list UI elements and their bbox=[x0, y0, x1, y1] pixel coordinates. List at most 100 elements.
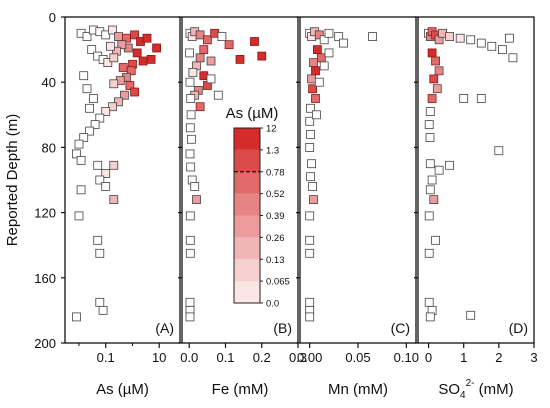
data-point bbox=[76, 185, 86, 195]
data-point bbox=[455, 33, 465, 43]
x-title-sub: 4 bbox=[460, 390, 466, 401]
data-point bbox=[431, 56, 441, 66]
data-point bbox=[114, 32, 123, 41]
data-point bbox=[103, 58, 113, 67]
data-point bbox=[427, 94, 437, 103]
data-point bbox=[311, 66, 320, 76]
colorbar-label: 0.39 bbox=[266, 211, 285, 222]
data-point bbox=[466, 310, 476, 320]
data-point bbox=[185, 248, 195, 258]
data-point bbox=[217, 32, 227, 41]
data-point bbox=[114, 97, 123, 107]
data-point bbox=[118, 63, 128, 72]
data-point bbox=[185, 235, 195, 245]
data-point bbox=[508, 53, 518, 63]
panel-letter: (C) bbox=[391, 320, 410, 336]
data-point bbox=[130, 30, 140, 40]
colorbar-segment bbox=[234, 215, 260, 238]
data-point bbox=[504, 33, 514, 43]
data-point bbox=[424, 120, 434, 129]
colorbar-title: As (µM) bbox=[226, 105, 279, 122]
data-point bbox=[95, 297, 105, 307]
y-tick-label: 200 bbox=[34, 336, 56, 351]
data-point bbox=[185, 48, 195, 58]
colorbar: As (µM) 0.0 0.065 0.13 0.26 0.39 0.52 0.78 1.3 12 bbox=[226, 105, 290, 310]
x-tick-label: 3 bbox=[530, 350, 537, 365]
y-axis: 0 40 80 120 160 200 bbox=[34, 10, 56, 351]
data-point bbox=[334, 32, 344, 41]
data-point bbox=[308, 182, 318, 191]
colorbar-segment bbox=[234, 237, 260, 260]
data-point bbox=[185, 312, 195, 322]
data-point bbox=[185, 123, 195, 133]
data-point bbox=[307, 74, 317, 84]
y-tick-label: 120 bbox=[34, 206, 56, 221]
data-point bbox=[497, 45, 507, 54]
x-tick-label: 0.10 bbox=[394, 350, 419, 365]
data-point bbox=[305, 211, 315, 221]
colorbar-label: 0.52 bbox=[266, 189, 285, 200]
x-tick-label: 0 bbox=[425, 350, 432, 365]
data-point bbox=[368, 32, 377, 41]
data-point bbox=[306, 172, 316, 182]
x-title-main: SO bbox=[438, 381, 460, 398]
data-point bbox=[126, 66, 136, 76]
data-point bbox=[93, 235, 103, 245]
data-point bbox=[324, 28, 334, 38]
data-point bbox=[210, 28, 220, 38]
data-point bbox=[424, 248, 434, 258]
data-point bbox=[306, 103, 316, 113]
data-point bbox=[305, 248, 315, 258]
colorbar-label: 1.3 bbox=[266, 145, 279, 156]
data-point bbox=[79, 133, 89, 143]
colorbar-segment bbox=[234, 259, 260, 282]
data-point bbox=[224, 40, 234, 50]
data-point bbox=[311, 94, 320, 103]
data-point bbox=[319, 61, 329, 71]
data-point bbox=[186, 110, 196, 120]
data-point bbox=[306, 129, 316, 139]
data-point bbox=[309, 58, 318, 67]
data-point bbox=[427, 48, 437, 58]
data-point bbox=[431, 235, 441, 245]
data-point bbox=[95, 248, 105, 258]
y-tick-label: 0 bbox=[49, 10, 56, 25]
data-point bbox=[445, 160, 455, 170]
panel-letter: (B) bbox=[273, 320, 292, 336]
colorbar-label: 0.78 bbox=[266, 167, 285, 178]
data-point bbox=[312, 45, 322, 54]
y-tick-label: 160 bbox=[34, 271, 56, 286]
x-axis-title: Fe (mM) bbox=[212, 381, 269, 398]
data-point bbox=[85, 103, 94, 113]
data-point bbox=[192, 195, 201, 205]
data-point bbox=[429, 195, 439, 205]
x-tick-label: 0.2 bbox=[253, 350, 271, 365]
colorbar-label: 0.13 bbox=[266, 255, 285, 266]
data-point bbox=[425, 133, 435, 143]
data-point bbox=[476, 94, 486, 103]
data-point bbox=[188, 68, 198, 77]
data-point bbox=[432, 84, 442, 94]
x-axis-title: SO42- (mM) bbox=[438, 378, 513, 401]
x-tick-label: 0.1 bbox=[97, 350, 115, 365]
x-tick-label: 0.0 bbox=[180, 350, 198, 365]
data-point bbox=[434, 165, 444, 175]
data-point bbox=[305, 312, 315, 322]
data-point bbox=[101, 107, 111, 116]
data-point bbox=[108, 102, 117, 112]
data-point bbox=[195, 53, 205, 63]
data-point bbox=[305, 142, 315, 152]
data-point bbox=[185, 77, 195, 87]
data-point bbox=[90, 120, 100, 129]
data-point bbox=[85, 126, 94, 136]
data-point bbox=[142, 33, 152, 43]
data-point bbox=[72, 149, 81, 159]
colorbar-label: 0.065 bbox=[266, 277, 290, 288]
data-point bbox=[185, 297, 195, 307]
data-point bbox=[425, 159, 435, 169]
data-point bbox=[186, 134, 196, 144]
x-tick-label: 0.05 bbox=[345, 350, 370, 365]
data-point bbox=[250, 37, 259, 46]
data-point bbox=[425, 107, 435, 116]
y-axis-title: Reported Depth (m) bbox=[4, 114, 21, 247]
